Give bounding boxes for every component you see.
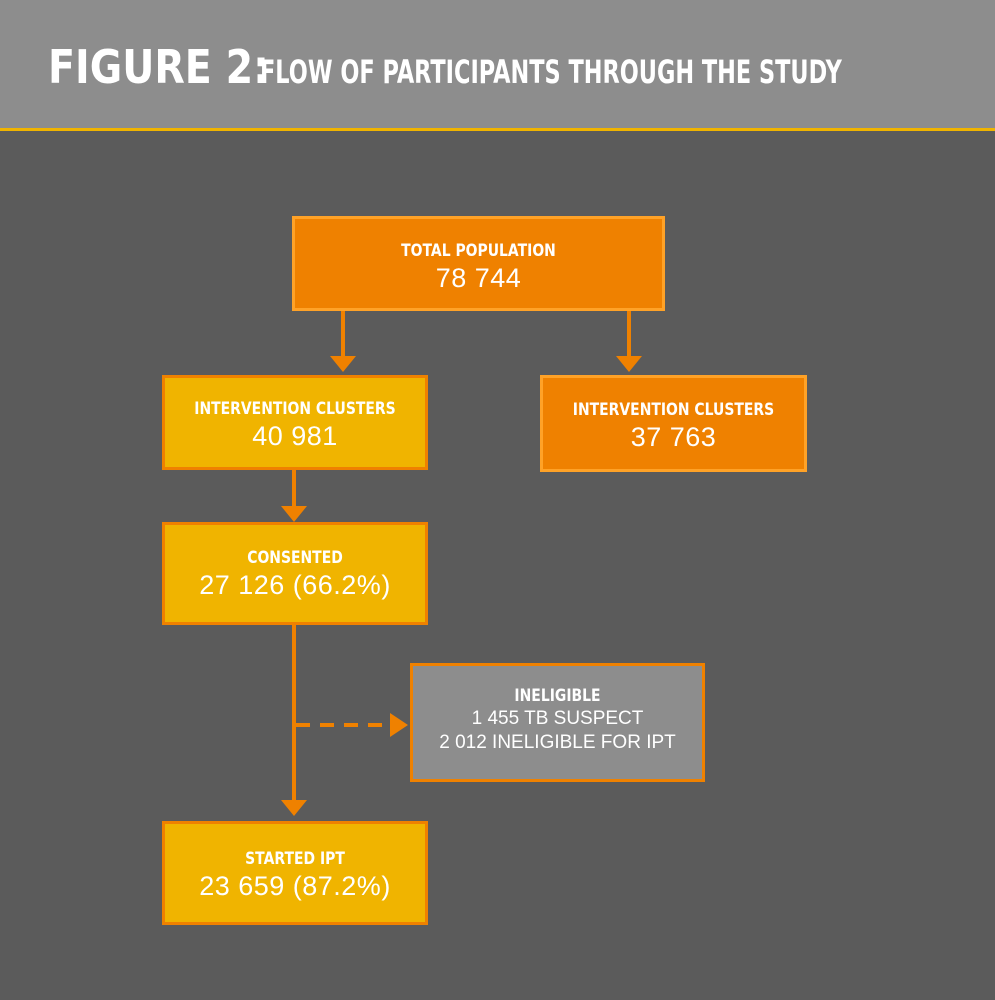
ineligible-box: INELIGIBLE 1 455 TB SUSPECT 2 012 INELIG… (410, 663, 705, 782)
ineligible-tb-suspect: 1 455 TB SUSPECT (471, 708, 644, 729)
figure-subtitle: FLOW OF PARTICIPANTS THROUGH THE STUDY (260, 53, 842, 91)
figure-title: FIGURE 2: FLOW OF PARTICIPANTS THROUGH T… (48, 40, 842, 94)
consented-label: CONSENTED (247, 548, 343, 568)
figure-header: FIGURE 2: FLOW OF PARTICIPANTS THROUGH T… (0, 0, 995, 131)
arrowhead-left-clusters (330, 356, 356, 372)
arrowhead-consented (281, 506, 307, 522)
total-population-label: TOTAL POPULATION (401, 241, 556, 261)
intervention-clusters-right-label: INTERVENTION CLUSTERS (572, 400, 775, 420)
total-population-value: 78 744 (435, 263, 522, 293)
arrowhead-right-clusters (616, 356, 642, 372)
arrowhead-started (281, 800, 307, 816)
intervention-clusters-left-value: 40 981 (252, 421, 338, 451)
consented-value: 27 126 (66.2%) (199, 570, 391, 600)
consented-box: CONSENTED 27 126 (66.2%) (162, 522, 428, 625)
started-ipt-value: 23 659 (87.2%) (199, 871, 391, 901)
intervention-clusters-right-box: INTERVENTION CLUSTERS 37 763 (540, 375, 807, 472)
intervention-clusters-left-label: INTERVENTION CLUSTERS (194, 399, 396, 419)
figure-label: FIGURE 2: (48, 40, 269, 94)
intervention-clusters-right-value: 37 763 (630, 422, 717, 452)
ineligible-for-ipt: 2 012 INELIGIBLE FOR IPT (439, 732, 676, 753)
started-ipt-box: STARTED IPT 23 659 (87.2%) (162, 821, 428, 925)
started-ipt-label: STARTED IPT (245, 849, 345, 869)
intervention-clusters-left-box: INTERVENTION CLUSTERS 40 981 (162, 375, 428, 470)
total-population-box: TOTAL POPULATION 78 744 (292, 216, 665, 311)
arrowhead-ineligible (390, 713, 408, 737)
ineligible-label: INELIGIBLE (514, 686, 601, 706)
